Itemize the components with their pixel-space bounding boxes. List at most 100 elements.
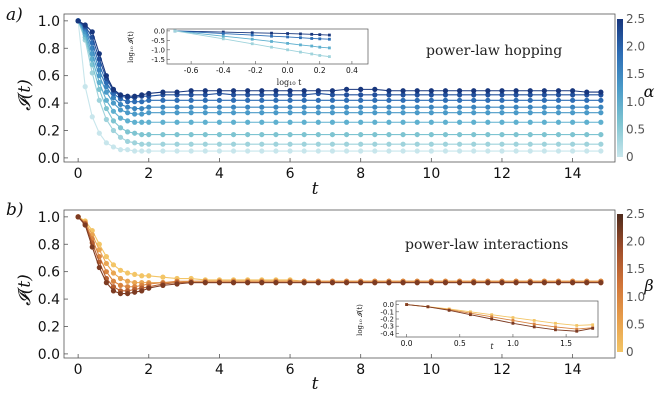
data-point [315,119,321,125]
data-point [428,92,434,98]
data-point [584,104,590,110]
data-point [110,288,117,294]
data-point [414,92,420,98]
data-point [442,141,449,147]
data-point [513,119,519,125]
data-point [485,280,491,286]
data-point [230,280,237,286]
data-point [428,110,434,116]
data-point [174,119,180,125]
data-point [188,110,194,116]
data-point [230,104,237,110]
inset-y-tick-label: -0.1 [380,308,394,316]
panel-a-inset-xlabel: log₁₀ t [277,78,302,87]
data-point [124,278,131,284]
data-point [259,119,265,125]
data-point [584,89,590,95]
data-point [188,88,194,94]
inset-x-tick-label: -0.4 [216,66,231,75]
data-point [343,104,350,110]
y-tick-label: 0.8 [38,41,60,57]
data-point [485,104,491,110]
data-point [174,281,180,287]
data-point [414,148,420,154]
data-point [124,147,131,153]
data-point [216,88,223,94]
data-point [124,284,131,290]
data-point [216,97,223,103]
data-point [301,141,307,147]
data-point [202,97,208,103]
panel-a: a) 𝓘(t) 0.0 0.2 0.4 0.6 0.8 1.0 0 2 4 6 8 10 12 14 t… [6,5,655,199]
data-point [301,104,307,110]
data-point [82,222,88,228]
inset-data-point [511,316,515,319]
x-tick-label: 6 [286,166,295,182]
data-point [471,280,477,286]
data-point [301,92,307,98]
data-point [301,97,307,103]
data-point [329,119,336,125]
data-point [160,141,166,147]
data-point [273,110,279,116]
data-point [89,70,95,76]
data-point [499,148,505,154]
inset-x-tick-label: 0.4 [346,66,358,75]
inset-data-point [554,321,557,325]
data-point [527,104,533,110]
data-point [202,110,208,116]
data-point [527,88,533,94]
data-point [584,110,590,116]
data-point [329,148,336,154]
data-point [160,110,166,116]
inset-y-tick-label: 0.0 [383,301,394,309]
data-point [499,131,505,138]
data-point [160,148,166,154]
data-point [442,97,449,103]
data-point [386,131,392,138]
data-point [174,131,180,138]
data-point [96,97,102,103]
x-tick-label: 12 [493,362,511,378]
data-point [343,141,350,147]
data-point [245,92,251,98]
data-point [456,92,463,98]
data-point [541,280,547,286]
inset-data-point [250,37,254,41]
data-point [598,104,604,110]
data-point [428,119,434,125]
data-point [329,104,336,110]
data-point [301,280,307,286]
data-point [570,131,576,138]
inset-x-tick-label: -0.2 [248,66,263,75]
inset-y-tick-label: -0.5 [151,37,165,45]
y-tick-label: 0.6 [38,69,60,85]
data-point [343,280,350,286]
panel-a-annotation: power-law hopping [426,43,562,59]
data-point [259,110,265,116]
data-point [287,280,293,286]
data-point [442,88,449,94]
data-point [442,148,449,154]
data-point [117,115,124,121]
data-point [188,148,194,154]
data-point [110,144,117,150]
data-point [124,99,131,105]
data-point [471,92,477,98]
data-point [96,241,102,247]
data-point [139,141,145,147]
data-point [428,131,434,138]
data-point [315,131,321,138]
data-point [82,84,88,90]
data-point [124,129,131,135]
data-point [400,104,406,110]
data-point [188,97,194,103]
data-point [110,86,117,92]
inset-data-point [299,50,302,54]
panel-a-xlabel: t [312,179,319,199]
data-point [216,131,223,138]
inset-y-tick-label: -1.0 [151,46,165,54]
data-point [485,148,491,154]
inset-data-point [469,310,472,314]
data-point [527,141,533,147]
